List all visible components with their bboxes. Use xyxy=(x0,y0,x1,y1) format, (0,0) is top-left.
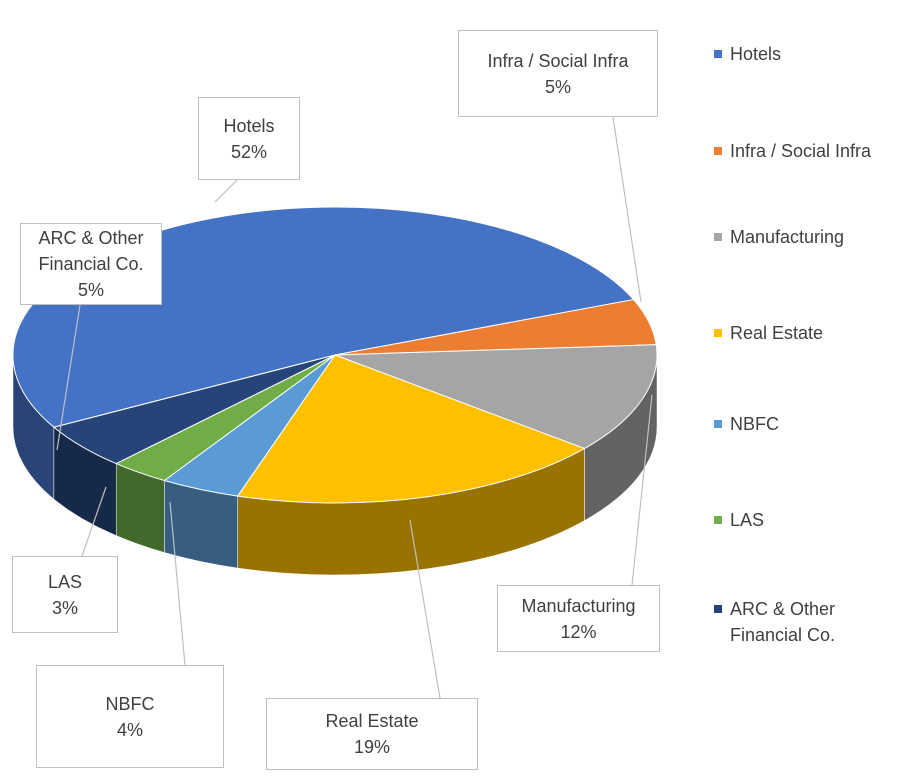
legend-label: NBFC xyxy=(730,414,779,434)
label-value: 5% xyxy=(544,76,571,97)
leader-line xyxy=(612,116,642,303)
legend-label: Manufacturing xyxy=(730,227,845,247)
label-value: 3% xyxy=(51,597,78,618)
legend-swatch xyxy=(714,147,722,155)
pie-slice xyxy=(12,206,635,428)
data-label: LAS 3% xyxy=(12,556,118,633)
data-label: Real Estate 19% xyxy=(266,698,478,770)
leader-line xyxy=(56,304,81,451)
legend-label: Hotels xyxy=(730,44,782,64)
legend-label: ARC & Other Financial Co. xyxy=(730,599,836,645)
legend-swatch xyxy=(714,233,722,241)
label-value: 52% xyxy=(230,141,268,162)
legend-entry: NBFC xyxy=(714,411,902,437)
label-category: Real Estate xyxy=(325,711,419,731)
label-category: Manufacturing xyxy=(521,595,636,616)
leader-line xyxy=(409,519,441,699)
legend-swatch xyxy=(714,420,722,428)
label-value: 19% xyxy=(353,737,391,757)
legend-entry: Real Estate xyxy=(714,320,902,346)
legend-entry: Hotels xyxy=(714,41,902,67)
legend-swatch xyxy=(714,329,722,337)
label-value: 12% xyxy=(560,621,597,642)
data-label: Infra / Social Infra 5% xyxy=(458,30,658,117)
data-label: NBFC 4% xyxy=(36,665,224,768)
pie-slice xyxy=(52,354,336,465)
legend-entry: LAS xyxy=(714,507,902,533)
legend-swatch xyxy=(714,50,722,58)
data-label: ARC & Other Financial Co. 5% xyxy=(20,223,162,305)
legend-label: Infra / Social Infra xyxy=(730,141,872,161)
data-label: Manufacturing 12% xyxy=(497,585,660,652)
legend-label: LAS xyxy=(730,510,765,530)
label-category: LAS xyxy=(47,571,83,592)
label-category: Infra / Social Infra xyxy=(487,50,629,71)
label-value: 4% xyxy=(116,719,143,740)
pie-slice xyxy=(236,354,586,504)
legend-swatch xyxy=(714,605,722,613)
leader-line xyxy=(169,501,186,666)
legend-entry: Manufacturing xyxy=(714,224,902,250)
legend-swatch xyxy=(714,516,722,524)
legend-entry: ARC & Other Financial Co. xyxy=(714,596,864,648)
legend-label: Real Estate xyxy=(730,323,824,343)
legend-entry: Infra / Social Infra xyxy=(714,138,902,164)
leader-line xyxy=(214,179,238,203)
label-category: Hotels xyxy=(223,115,275,136)
leader-line xyxy=(81,486,107,557)
data-label: Hotels 52% xyxy=(198,97,300,180)
label-value: 5% xyxy=(77,280,104,300)
label-category: NBFC xyxy=(105,693,155,714)
leader-line xyxy=(631,394,653,586)
pie-slice xyxy=(334,344,658,450)
label-category: ARC & Other Financial Co. xyxy=(38,228,144,274)
